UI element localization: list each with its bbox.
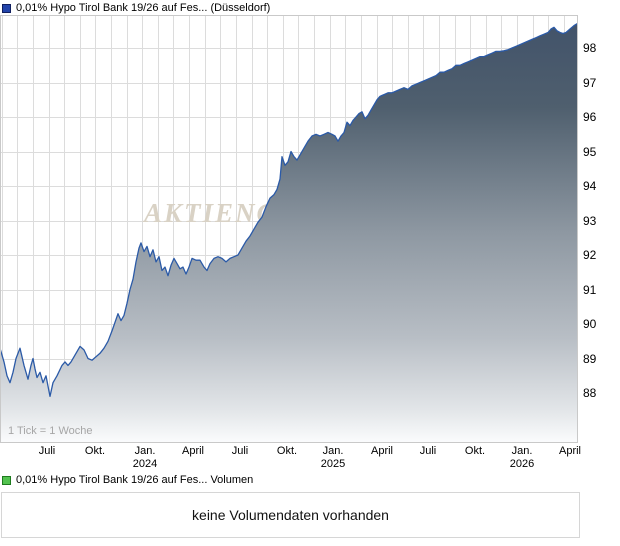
y-axis-label: 93 bbox=[583, 213, 597, 228]
x-axis-label: Okt. bbox=[265, 445, 309, 458]
x-axis-label: Jan. 2026 bbox=[500, 445, 544, 471]
y-axis-label: 97 bbox=[583, 75, 597, 90]
area-fill bbox=[0, 23, 578, 443]
y-axis-label: 95 bbox=[583, 144, 597, 159]
x-axis-month: Okt. bbox=[464, 445, 486, 457]
x-axis-month: Jan. bbox=[134, 445, 156, 457]
x-axis-year: 2025 bbox=[320, 458, 346, 470]
x-axis-label: Okt. bbox=[73, 445, 117, 458]
x-axis-label: Jan. 2024 bbox=[123, 445, 167, 471]
price-legend: 0,01% Hypo Tirol Bank 19/26 auf Fes... (… bbox=[2, 2, 270, 14]
x-axis-label: Okt. bbox=[453, 445, 497, 458]
volume-legend-swatch-icon bbox=[2, 475, 11, 485]
x-axis-label: Juli bbox=[218, 445, 262, 458]
x-axis-month: Jan. bbox=[511, 445, 533, 457]
x-axis-label: Juli bbox=[406, 445, 450, 458]
volume-legend-label: 0,01% Hypo Tirol Bank 19/26 auf Fes... V… bbox=[16, 474, 254, 486]
price-chart-plot[interactable]: AKTIENCHECK.DE bbox=[0, 15, 578, 443]
x-axis-month: Juli bbox=[231, 445, 249, 457]
y-axis-label: 89 bbox=[583, 351, 597, 366]
y-axis-label: 91 bbox=[583, 282, 597, 297]
tick-note: 1 Tick = 1 Woche bbox=[8, 425, 93, 437]
plot-border bbox=[0, 15, 578, 443]
price-legend-label: 0,01% Hypo Tirol Bank 19/26 auf Fes... (… bbox=[16, 2, 271, 14]
price-legend-swatch-icon bbox=[2, 3, 11, 13]
y-axis-label: 88 bbox=[583, 386, 597, 400]
x-axis-month: Juli bbox=[419, 445, 437, 457]
y-axis-label: 94 bbox=[583, 179, 597, 193]
x-axis-month: Okt. bbox=[84, 445, 106, 457]
x-axis-month: April bbox=[370, 445, 393, 457]
x-axis-label: April bbox=[360, 445, 404, 458]
x-axis-month: Okt. bbox=[276, 445, 298, 457]
x-axis-year: 2024 bbox=[132, 458, 158, 470]
y-axis-label: 98 bbox=[583, 41, 597, 55]
x-axis-label: Jan. 2025 bbox=[311, 445, 355, 471]
x-axis-label: April bbox=[548, 445, 592, 458]
x-axis-month: Jan. bbox=[322, 445, 344, 457]
x-axis-month: April bbox=[558, 445, 581, 457]
y-axis-label: 96 bbox=[583, 110, 597, 124]
price-line bbox=[0, 22, 578, 398]
x-axis-year: 2026 bbox=[509, 458, 535, 470]
x-axis-month: April bbox=[181, 445, 204, 457]
x-axis-label: Juli bbox=[25, 445, 69, 458]
x-axis-label: April bbox=[171, 445, 215, 458]
volume-empty-message: keine Volumendaten vorhanden bbox=[192, 507, 389, 523]
volume-empty-panel: keine Volumendaten vorhanden bbox=[1, 492, 580, 538]
x-axis-month: Juli bbox=[38, 445, 56, 457]
y-axis-label: 92 bbox=[583, 248, 597, 262]
volume-legend: 0,01% Hypo Tirol Bank 19/26 auf Fes... V… bbox=[2, 474, 253, 486]
y-axis-label: 90 bbox=[583, 317, 597, 331]
